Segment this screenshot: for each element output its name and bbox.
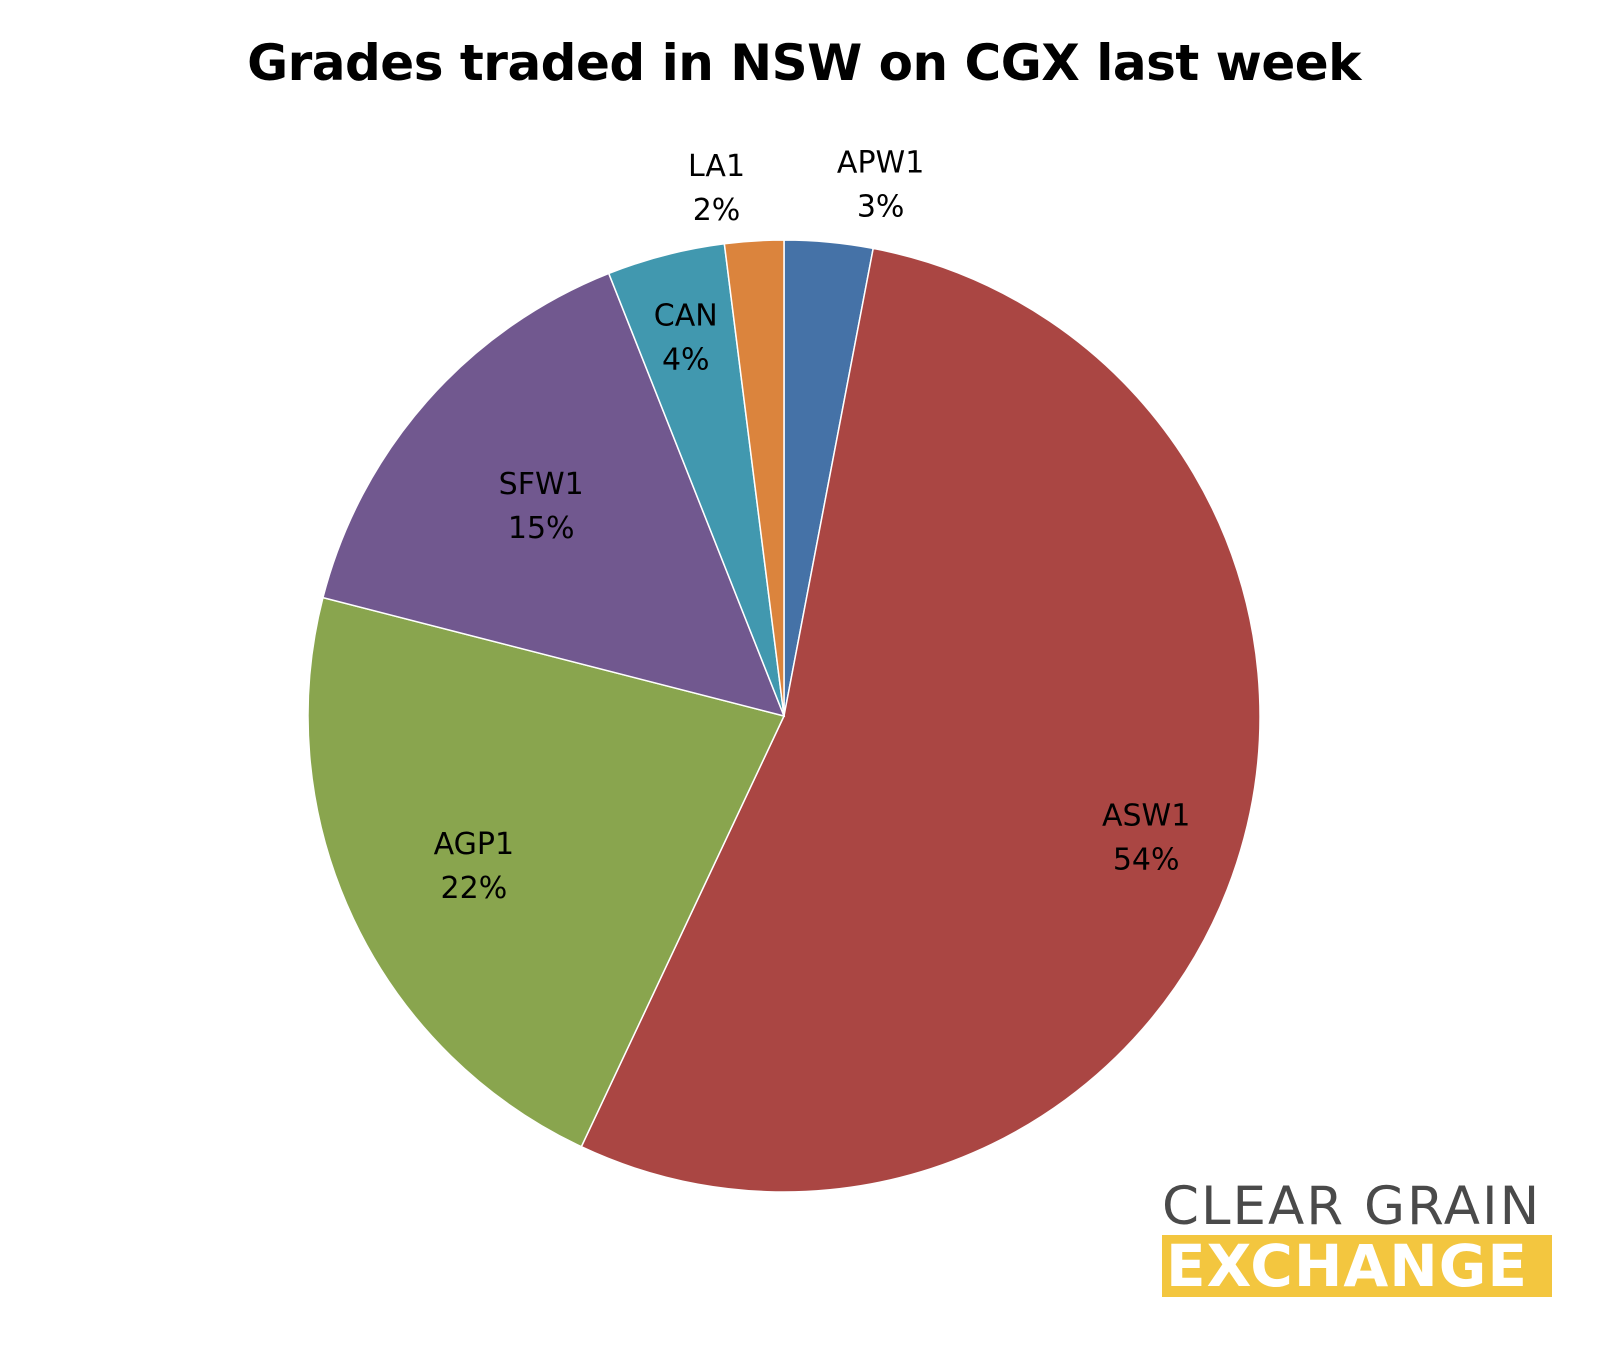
chart-title: Grades traded in NSW on CGX last week: [247, 34, 1361, 92]
logo-band: EXCHANGE: [1162, 1235, 1552, 1297]
logo-text-line1: CLEAR GRAIN: [1162, 1176, 1542, 1237]
slice-label-value: 4%: [662, 342, 710, 377]
pie-slice-la1: [723, 239, 785, 717]
slice-label-value: 22%: [441, 871, 508, 906]
slice-label-name: APW1: [837, 146, 924, 181]
labels-layer: APW1 3%ASW1 54%AGP1 22%SFW1 15%CAN 4%LA1 2%: [434, 146, 1191, 906]
clear-grain-exchange-logo: CLEAR GRAIN EXCHANGE: [1162, 1180, 1560, 1305]
slice-label-name: ASW1: [1102, 799, 1190, 834]
slice-label-value: 2%: [693, 193, 741, 228]
slice-label-la1: LA1 2%: [688, 149, 745, 228]
slice-label-sfw1: SFW1 15%: [499, 467, 584, 546]
pie-slice-agp1: [307, 596, 786, 1148]
slice-label-name: AGP1: [434, 827, 514, 862]
slice-label-agp1: AGP1 22%: [434, 827, 514, 906]
slice-label-name: LA1: [688, 149, 745, 184]
slice-label-name: CAN: [654, 298, 718, 333]
slice-label-asw1: ASW1 54%: [1102, 799, 1190, 878]
pie-slice-asw1: [580, 247, 1261, 1193]
slice-label-apw1: APW1 3%: [837, 146, 924, 225]
slice-label-name: SFW1: [499, 467, 584, 502]
pie-slice-sfw1: [322, 272, 786, 718]
slice-label-value: 54%: [1113, 843, 1180, 878]
logo-text-line2: EXCHANGE: [1166, 1235, 1529, 1297]
slice-label-value: 15%: [508, 511, 575, 546]
slices-layer: [307, 239, 1261, 1193]
slice-label-value: 3%: [857, 190, 905, 225]
slice-label-can: CAN 4%: [654, 298, 718, 377]
